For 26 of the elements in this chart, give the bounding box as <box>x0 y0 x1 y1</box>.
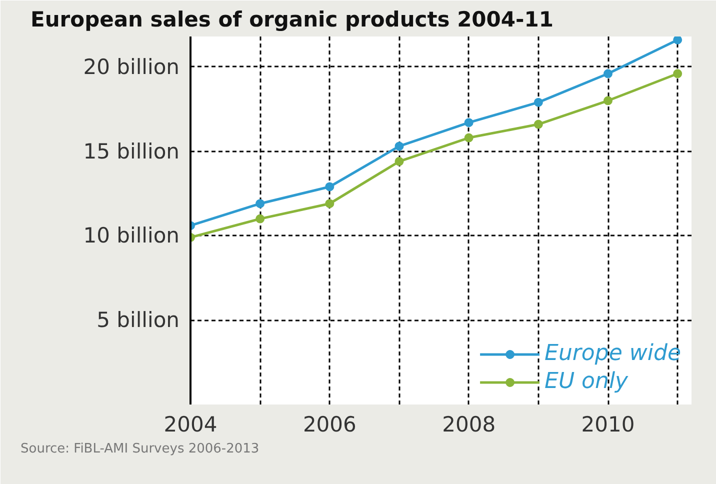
point <box>256 199 265 208</box>
x-tick-label: 2010 <box>581 412 635 436</box>
point <box>534 120 543 129</box>
y-tick-label: 10 billion <box>83 224 180 248</box>
point <box>673 69 682 78</box>
x-tick-label: 2006 <box>302 412 356 436</box>
x-tick-label: 2004 <box>164 412 218 436</box>
chart-title: European sales of organic products 2004-11 <box>30 8 554 32</box>
source-note: Source: FiBL-AMI Surveys 2006-2013 <box>20 442 260 456</box>
point <box>394 142 404 151</box>
point <box>325 182 334 192</box>
legend-label: EU only <box>544 369 628 394</box>
point <box>464 133 474 142</box>
point <box>464 118 474 128</box>
point <box>604 96 612 106</box>
x-tick-label: 2008 <box>442 412 496 436</box>
point <box>604 69 612 78</box>
y-tick-label: 20 billion <box>83 54 180 79</box>
legend-label: Europe wide <box>544 341 681 366</box>
point <box>325 199 334 208</box>
point <box>673 36 682 44</box>
point <box>534 98 543 107</box>
y-tick-label: 5 billion <box>96 308 180 332</box>
y-tick-label: 15 billion <box>83 139 180 164</box>
point <box>394 156 404 166</box>
point <box>256 214 265 224</box>
